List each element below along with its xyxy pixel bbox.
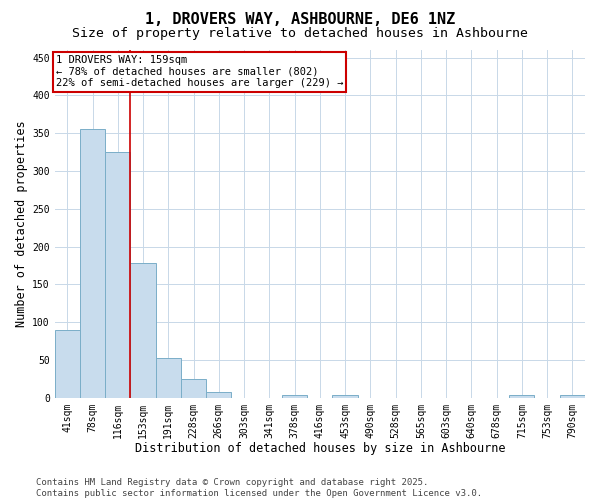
Bar [55,330,80,398]
Bar [206,392,232,398]
Bar [332,396,358,398]
Text: Contains HM Land Registry data © Crown copyright and database right 2025.
Contai: Contains HM Land Registry data © Crown c… [36,478,482,498]
Bar [105,152,130,398]
Bar [282,396,307,398]
X-axis label: Distribution of detached houses by size in Ashbourne: Distribution of detached houses by size … [134,442,505,455]
Bar [130,263,155,398]
Bar [181,379,206,398]
Text: Size of property relative to detached houses in Ashbourne: Size of property relative to detached ho… [72,28,528,40]
Text: 1, DROVERS WAY, ASHBOURNE, DE6 1NZ: 1, DROVERS WAY, ASHBOURNE, DE6 1NZ [145,12,455,28]
Bar [155,358,181,398]
Bar [80,130,105,398]
Bar [509,396,535,398]
Bar [560,396,585,398]
Y-axis label: Number of detached properties: Number of detached properties [15,120,28,327]
Text: 1 DROVERS WAY: 159sqm
← 78% of detached houses are smaller (802)
22% of semi-det: 1 DROVERS WAY: 159sqm ← 78% of detached … [56,55,343,88]
